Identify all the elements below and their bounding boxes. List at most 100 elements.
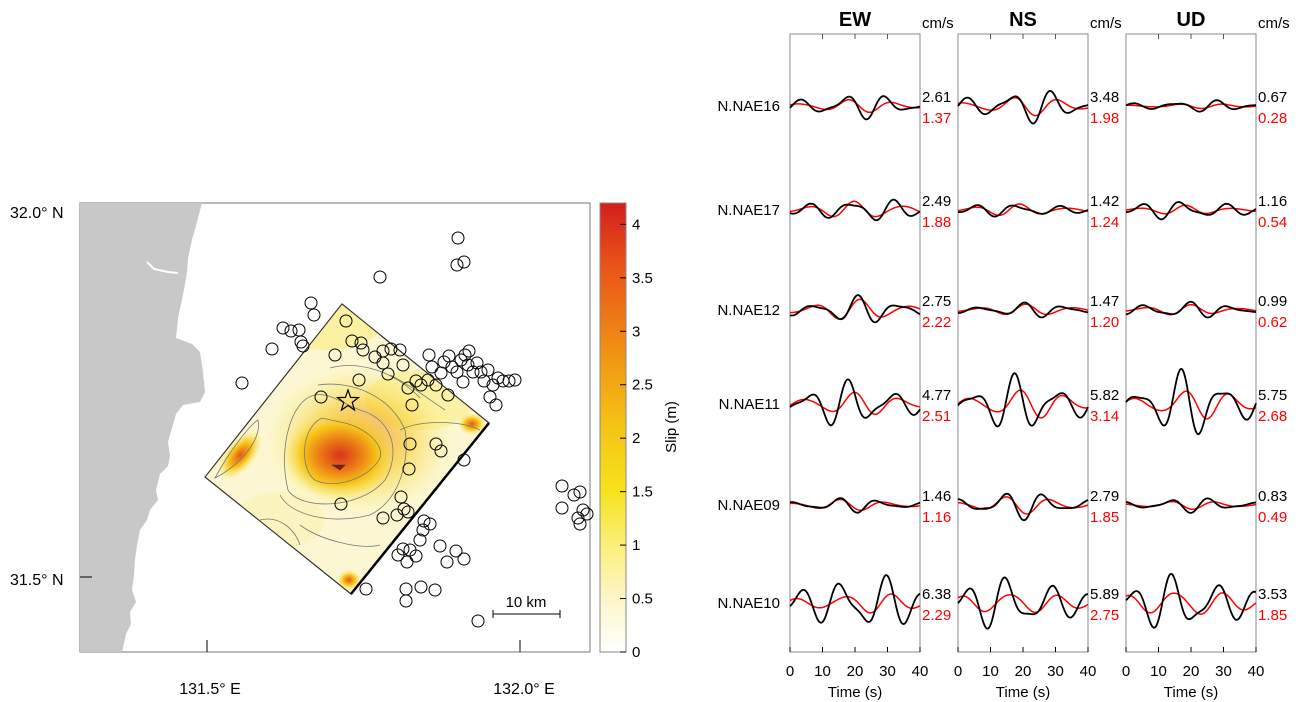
x-tick-label: 0 bbox=[1122, 663, 1130, 680]
station-label: N.NAE16 bbox=[717, 98, 780, 115]
unit-label: cm/s bbox=[1090, 15, 1122, 32]
x-tick-label: 10 bbox=[982, 663, 999, 680]
observed-amplitude: 1.47 bbox=[1090, 293, 1119, 310]
observed-amplitude: 3.53 bbox=[1258, 586, 1287, 603]
observed-waveform bbox=[958, 492, 1089, 522]
x-tick-label: 0 bbox=[786, 663, 794, 680]
scale-bar bbox=[492, 610, 561, 618]
colorbar-ticks: 0 0.5 1 1.5 2 2.5 3 3.5 4 bbox=[620, 216, 653, 661]
synthetic-amplitude: 2.22 bbox=[922, 314, 951, 331]
epicenter-star-icon bbox=[335, 388, 361, 412]
x-tick-label: 20 bbox=[847, 663, 864, 680]
colorbar-tick-label: 1.5 bbox=[632, 484, 653, 501]
observed-waveform bbox=[789, 497, 921, 514]
synthetic-waveform bbox=[790, 298, 921, 320]
x-tick-label: 0 bbox=[954, 663, 962, 680]
observed-amplitude: 1.42 bbox=[1090, 193, 1119, 210]
waveform-panel-frame bbox=[789, 33, 921, 653]
station-label: N.NAE11 bbox=[719, 396, 780, 413]
unit-label: cm/s bbox=[1258, 15, 1290, 32]
x-tick-label: 20 bbox=[1183, 663, 1200, 680]
synthetic-amplitude: 2.29 bbox=[922, 607, 951, 624]
observed-amplitude: 5.82 bbox=[1090, 387, 1119, 404]
observed-waveform bbox=[1125, 497, 1257, 514]
x-tick-label: 30 bbox=[879, 663, 896, 680]
synthetic-amplitude: 1.20 bbox=[1090, 314, 1119, 331]
observed-waveform bbox=[958, 301, 1089, 319]
synthetic-amplitude: 1.98 bbox=[1090, 110, 1119, 127]
synthetic-waveform bbox=[789, 200, 921, 218]
waveform-panel-frame bbox=[957, 33, 1089, 653]
synthetic-amplitude: 1.85 bbox=[1258, 607, 1287, 624]
observed-waveform bbox=[789, 198, 921, 222]
station-label: N.NAE09 bbox=[717, 497, 780, 514]
observed-waveform bbox=[789, 95, 921, 121]
station-label: N.NAE12 bbox=[717, 302, 780, 319]
fault-top-edge bbox=[350, 422, 490, 595]
lat-label-31-5: 31.5° N bbox=[10, 572, 64, 589]
observed-amplitude: 0.83 bbox=[1258, 488, 1287, 505]
synthetic-amplitude: 1.37 bbox=[922, 110, 951, 127]
observed-waveform bbox=[1125, 99, 1256, 113]
scale-bar-label: 10 km bbox=[506, 594, 547, 611]
observed-waveform bbox=[957, 89, 1089, 125]
colorbar-label: Slip (m) bbox=[663, 401, 680, 453]
colorbar-tick-label: 3.5 bbox=[632, 270, 653, 287]
waveform-panel-frame bbox=[1125, 33, 1257, 653]
observed-waveform bbox=[789, 294, 921, 324]
aftershock-circles bbox=[235, 231, 594, 628]
x-axis-label: Time (s) bbox=[828, 684, 882, 701]
synthetic-amplitude: 3.14 bbox=[1090, 408, 1119, 425]
synthetic-waveform bbox=[790, 498, 921, 512]
observed-amplitude: 1.46 bbox=[922, 488, 951, 505]
observed-waveform bbox=[1125, 367, 1257, 436]
colorbar-tick-label: 0 bbox=[632, 644, 640, 661]
observed-amplitude: 0.99 bbox=[1258, 293, 1287, 310]
x-tick-label: 40 bbox=[1248, 663, 1265, 680]
lon-label-131-5: 131.5° E bbox=[179, 681, 241, 698]
synthetic-amplitude: 0.62 bbox=[1258, 314, 1287, 331]
synthetic-amplitude: 1.24 bbox=[1090, 214, 1119, 231]
component-label: UD bbox=[1177, 9, 1206, 31]
synthetic-waveform bbox=[957, 496, 1089, 515]
main-asperity bbox=[282, 410, 398, 500]
x-tick-label: 10 bbox=[814, 663, 831, 680]
observed-amplitude: 5.75 bbox=[1258, 387, 1287, 404]
colorbar bbox=[599, 202, 627, 653]
observed-waveform bbox=[789, 378, 921, 427]
waveform-panels: EW cm/s 0 10 20 30 40 Time (s) NS cm/s 0 10 20 30 40 Ti… bbox=[717, 9, 1289, 701]
observed-waveform bbox=[957, 204, 1089, 218]
observed-waveform bbox=[957, 576, 1089, 630]
synthetic-waveform bbox=[1125, 592, 1257, 615]
colorbar-tick-label: 0.5 bbox=[632, 591, 653, 608]
colorbar-tick-label: 2 bbox=[632, 430, 640, 447]
observed-waveform bbox=[789, 574, 921, 625]
observed-amplitude: 1.16 bbox=[1258, 193, 1287, 210]
observed-amplitude: 4.77 bbox=[922, 387, 951, 404]
observed-amplitude: 2.49 bbox=[922, 193, 951, 210]
observed-waveform bbox=[1125, 300, 1256, 319]
observed-amplitude: 2.75 bbox=[922, 293, 951, 310]
station-label: N.NAE10 bbox=[717, 595, 780, 612]
observed-amplitude: 2.79 bbox=[1090, 488, 1119, 505]
observed-waveform bbox=[957, 372, 1089, 428]
x-tick-label: 30 bbox=[1215, 663, 1232, 680]
synthetic-amplitude: 1.88 bbox=[922, 214, 951, 231]
x-tick-label: 20 bbox=[1015, 663, 1032, 680]
colorbar-tick-label: 1 bbox=[632, 537, 640, 554]
component-label: EW bbox=[839, 9, 871, 31]
synthetic-amplitude: 2.51 bbox=[922, 408, 951, 425]
synthetic-amplitude: 0.28 bbox=[1258, 110, 1287, 127]
observed-amplitude: 5.89 bbox=[1090, 586, 1119, 603]
colorbar-tick-label: 3 bbox=[632, 323, 640, 340]
x-axis-label: Time (s) bbox=[996, 684, 1050, 701]
x-tick-label: 40 bbox=[1080, 663, 1097, 680]
synthetic-amplitude: 1.16 bbox=[922, 509, 951, 526]
synthetic-amplitude: 2.68 bbox=[1258, 408, 1287, 425]
observed-waveform bbox=[1125, 572, 1257, 629]
coastline-land bbox=[80, 203, 205, 652]
lat-label-32: 32.0° N bbox=[10, 205, 64, 222]
component-label: NS bbox=[1009, 9, 1037, 31]
lon-label-132: 132.0° E bbox=[493, 681, 555, 698]
